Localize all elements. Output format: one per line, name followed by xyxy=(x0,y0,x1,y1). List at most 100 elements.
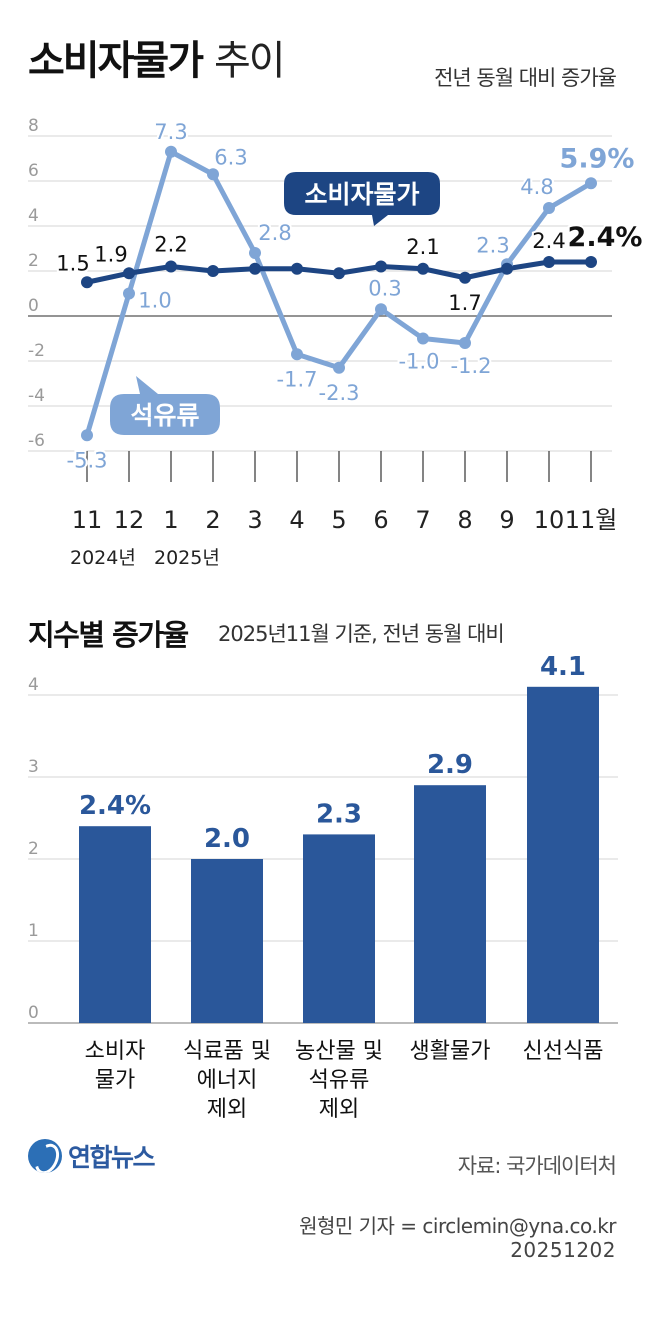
data-point-cpi xyxy=(501,262,513,275)
y-tick-label: -6 xyxy=(28,431,45,451)
bar-value-label: 2.3 xyxy=(316,799,362,829)
y-tick-label: 4 xyxy=(28,206,39,226)
x-tick-label: 6 xyxy=(373,506,388,534)
bar xyxy=(527,686,599,1023)
x-tick-label: 11월 xyxy=(565,506,618,534)
data-label-cpi: 1.9 xyxy=(94,242,127,266)
data-point-cpi xyxy=(417,262,429,275)
legend-callout-cpi: 소비자물가 xyxy=(284,172,440,226)
x-tick-label: 4 xyxy=(289,506,304,534)
y-tick-label: 4 xyxy=(28,675,39,695)
category-label: 제외 xyxy=(319,1097,359,1122)
data-label-oil: 5.9% xyxy=(560,143,635,174)
data-label-oil: 6.3 xyxy=(214,145,247,169)
y-tick-label: 3 xyxy=(28,757,39,777)
data-point-oil xyxy=(81,429,93,442)
bar-value-label: 2.9 xyxy=(427,750,473,780)
x-tick-label: 2 xyxy=(205,506,220,534)
y-tick-label: 6 xyxy=(28,161,39,181)
bar xyxy=(191,859,263,1023)
data-point-oil xyxy=(585,177,597,190)
bar xyxy=(79,826,151,1023)
data-label-oil: 1.0 xyxy=(138,289,171,313)
publish-date: 20251202 xyxy=(510,1238,616,1262)
category-label: 소비자 xyxy=(85,1039,146,1064)
data-label-oil: 7.3 xyxy=(154,120,187,144)
data-point-cpi xyxy=(207,265,219,277)
x-tick-label: 3 xyxy=(247,506,262,534)
y-tick-label: 0 xyxy=(28,1003,39,1023)
data-point-oil xyxy=(459,337,471,349)
title-regular: 추이 xyxy=(213,38,286,84)
data-point-oil xyxy=(291,348,303,361)
y-tick-label: 2 xyxy=(28,839,39,859)
data-point-cpi xyxy=(249,262,261,275)
title-bold: 소비자물가 xyxy=(28,38,204,84)
reporter-credit: 원형민 기자 = circlemin@yna.co.kr xyxy=(299,1214,616,1238)
y-tick-label: -2 xyxy=(28,341,45,361)
legend-label-oil: 석유류 xyxy=(130,401,199,430)
category-label: 제외 xyxy=(207,1097,247,1122)
data-label-cpi: 2.4% xyxy=(568,222,643,253)
data-label-cpi: 2.2 xyxy=(154,233,187,257)
legend-callout-oil: 석유류 xyxy=(110,376,220,435)
category-label: 에너지 xyxy=(197,1068,258,1093)
data-label-oil: -1.2 xyxy=(451,354,492,378)
data-point-oil xyxy=(207,168,219,181)
legend-callout-oil-bubble xyxy=(110,376,220,435)
legend-callout-cpi-bubble xyxy=(284,172,440,226)
data-label-oil: 4.8 xyxy=(520,175,553,199)
data-label-oil: -2.3 xyxy=(319,381,360,405)
bar-value-label: 2.0 xyxy=(204,824,250,854)
data-point-oil xyxy=(165,145,177,158)
yonhap-logo: 연합뉴스 xyxy=(28,1138,156,1174)
category-label: 농산물 및 xyxy=(295,1039,383,1064)
category-label: 신선식품 xyxy=(523,1039,604,1064)
data-point-oil xyxy=(249,247,261,259)
bar-chart-subtitle: 2025년11월 기준, 전년 동월 대비 xyxy=(218,622,505,646)
bar xyxy=(414,785,486,1023)
data-point-cpi xyxy=(123,267,135,280)
data-label-oil: -5.3 xyxy=(67,448,108,472)
data-point-oil xyxy=(417,332,429,345)
data-point-cpi xyxy=(585,256,597,268)
category-label: 석유류 xyxy=(309,1068,370,1093)
category-label: 식료품 및 xyxy=(183,1039,271,1064)
data-label-oil: 2.8 xyxy=(258,221,291,245)
data-point-cpi xyxy=(459,271,471,284)
legend-label-cpi: 소비자물가 xyxy=(304,180,419,209)
y-tick-label: 8 xyxy=(28,116,39,136)
data-label-cpi: 2.1 xyxy=(406,235,439,259)
data-label-oil: 2.3 xyxy=(476,233,509,257)
y-tick-label: -4 xyxy=(28,386,45,406)
category-label: 생활물가 xyxy=(410,1039,491,1064)
data-label-oil: -1.0 xyxy=(399,350,440,374)
data-point-cpi xyxy=(165,260,177,273)
data-point-oil xyxy=(123,287,135,300)
data-label-oil: 0.3 xyxy=(368,276,401,300)
x-tick-label: 11 xyxy=(72,506,103,534)
data-point-oil xyxy=(375,303,387,316)
data-label-oil: -1.7 xyxy=(277,367,318,391)
data-point-cpi xyxy=(81,276,93,289)
page-title: 소비자물가 추이 xyxy=(28,28,286,86)
yonhap-logo-icon xyxy=(28,1139,62,1173)
bar-value-label: 4.1 xyxy=(540,652,586,682)
bar-chart-title: 지수별 증가율 xyxy=(28,618,189,652)
x-tick-label: 10 xyxy=(534,506,565,534)
year-label: 2024년 xyxy=(70,547,136,569)
x-tick-label: 7 xyxy=(415,506,430,534)
bar-value-label: 2.4% xyxy=(79,791,151,821)
data-point-oil xyxy=(543,202,555,214)
data-point-oil xyxy=(333,361,345,374)
source-credit: 자료: 국가데이터처 xyxy=(457,1154,617,1178)
category-label: 물가 xyxy=(95,1068,135,1093)
x-tick-label: 1 xyxy=(163,506,178,534)
y-tick-label: 1 xyxy=(28,921,39,941)
y-tick-label: 2 xyxy=(28,251,39,271)
x-tick-label: 8 xyxy=(457,506,472,534)
year-label: 2025년 xyxy=(154,547,220,569)
data-label-cpi: 2.4 xyxy=(532,229,565,253)
